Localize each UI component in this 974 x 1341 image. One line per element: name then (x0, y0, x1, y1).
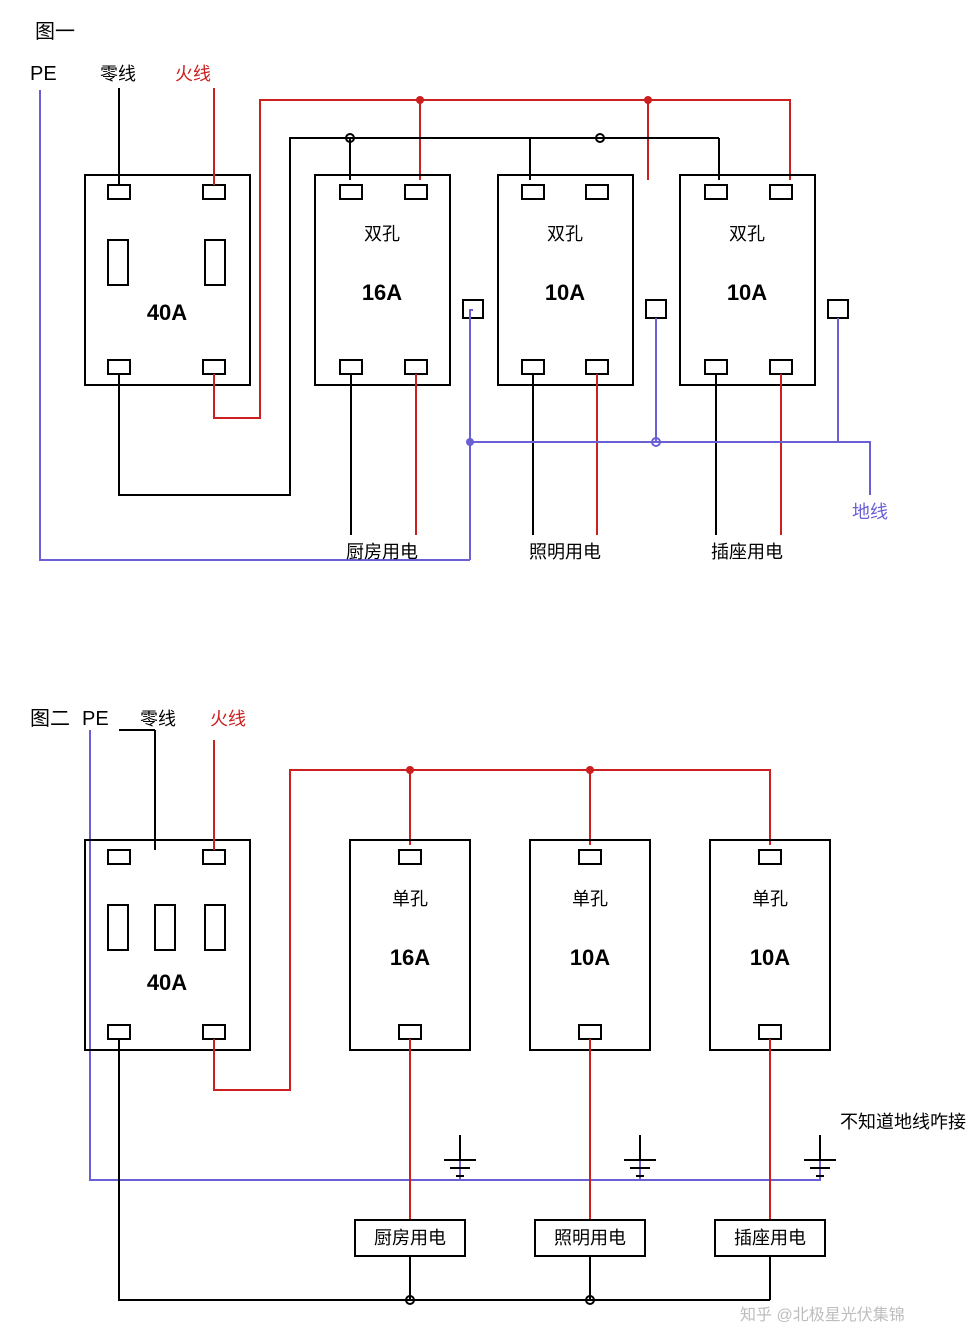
d1-sub3-rating: 10A (727, 280, 767, 305)
d2-live-node-2 (586, 766, 594, 774)
d2-live-bus-2 (410, 770, 590, 845)
d2-sub3-type: 单孔 (752, 889, 788, 909)
d1-ground-bus-b (656, 318, 838, 442)
d1-sub2-output: 照明用电 (529, 542, 601, 562)
d2-neutral-bus (119, 1039, 770, 1300)
d2-output2-label: 照明用电 (554, 1228, 626, 1248)
d2-live-node-1 (406, 766, 414, 774)
d1-ground-node-1 (466, 438, 474, 446)
d2-sub2-type: 单孔 (572, 889, 608, 909)
d2-sub3-rating: 10A (750, 945, 790, 970)
d2-live-bus-1 (214, 770, 410, 1090)
diagram1-title: 图一 (35, 21, 75, 43)
d2-neutral-label: 零线 (140, 709, 176, 729)
d2-pe-label: PE (82, 708, 109, 730)
d2-main-rating: 40A (147, 970, 187, 995)
d1-pe-label: PE (30, 63, 57, 85)
d1-live-node-1 (416, 96, 424, 104)
d2-note: 不知道地线咋接 (840, 1112, 966, 1132)
page-container: 图一 PE 零线 火线 40A 双孔 16A (0, 0, 974, 1341)
d1-sub3-type: 双孔 (729, 224, 765, 244)
d1-sub2: 双孔 10A (498, 175, 633, 385)
d1-pe-wire (40, 90, 470, 560)
d2-sub3: 单孔 10A (710, 840, 830, 1050)
d1-main-breaker: 40A (85, 175, 250, 385)
d1-sub3-side-terminal (828, 300, 848, 318)
d2-live-bus-3 (590, 770, 770, 845)
d1-sub2-side-terminal (646, 300, 666, 318)
d1-ground-up (470, 310, 473, 560)
d1-live-bus-2 (420, 100, 648, 180)
d2-sub1-rating: 16A (390, 945, 430, 970)
d1-sub3: 双孔 10A (680, 175, 815, 385)
d2-sub1-type: 单孔 (392, 889, 428, 909)
d2-output3-label: 插座用电 (734, 1228, 806, 1248)
d1-ground-label: 地线 (852, 502, 888, 522)
d2-live-label: 火线 (210, 709, 246, 729)
d1-sub1-rating: 16A (362, 280, 402, 305)
d1-live-bus-1 (214, 100, 420, 418)
d2-sub1: 单孔 16A (350, 840, 470, 1050)
d1-sub1-output: 厨房用电 (346, 542, 418, 562)
d1-sub2-rating: 10A (545, 280, 585, 305)
d2-sub2-rating: 10A (570, 945, 610, 970)
d1-neutral-label: 零线 (100, 64, 136, 84)
d1-live-node-2 (644, 96, 652, 104)
d2-sub2: 单孔 10A (530, 840, 650, 1050)
watermark: 知乎 @北极星光伏集锦 (740, 1306, 905, 1324)
d2-main-breaker: 40A (85, 840, 250, 1050)
d1-sub3-output: 插座用电 (711, 542, 783, 562)
d1-ground-tail (838, 442, 870, 495)
wiring-svg: 图一 PE 零线 火线 40A 双孔 16A (0, 0, 974, 1341)
diagram2-title: 图二 (30, 708, 70, 730)
d1-sub2-type: 双孔 (547, 224, 583, 244)
d1-main-rating: 40A (147, 300, 187, 325)
d1-live-label: 火线 (175, 64, 211, 84)
d2-output1-label: 厨房用电 (374, 1228, 446, 1248)
d1-sub1-type: 双孔 (364, 224, 400, 244)
d1-sub1: 双孔 16A (315, 175, 450, 385)
